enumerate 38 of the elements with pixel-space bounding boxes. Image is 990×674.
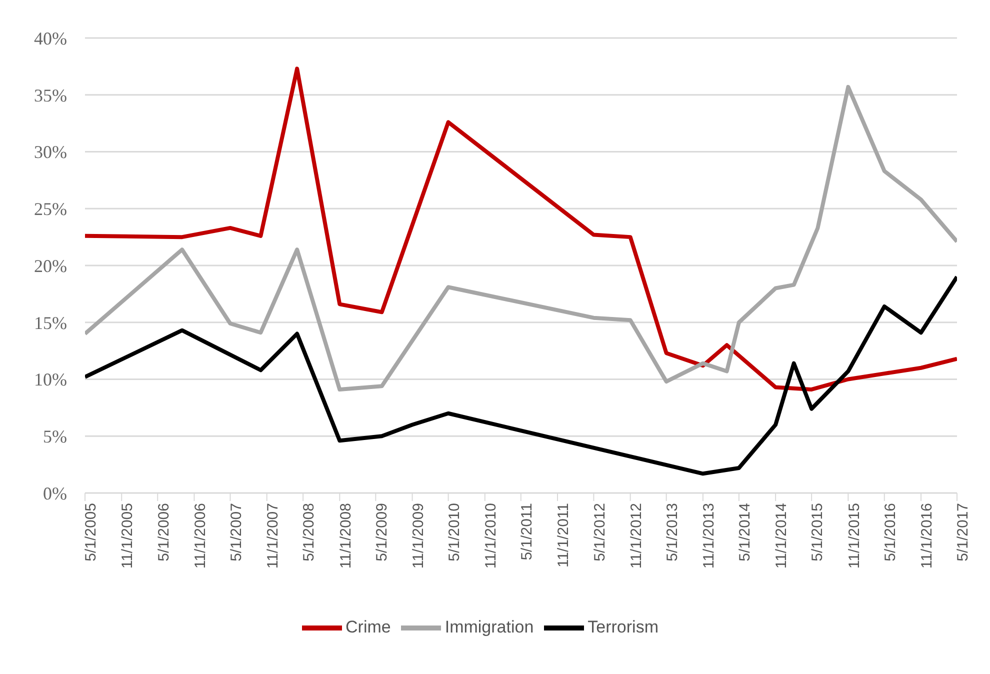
y-tick-label: 25% — [34, 199, 67, 220]
x-tick-label: 11/1/2009 — [410, 503, 427, 569]
y-tick-label: 40% — [34, 28, 67, 48]
y-tick-label: 35% — [34, 85, 67, 106]
x-tick-label: 5/1/2008 — [300, 503, 318, 562]
x-tick-label: 11/1/2014 — [773, 503, 790, 569]
x-tick-label: 11/1/2008 — [337, 503, 354, 569]
x-tick-label: 5/1/2010 — [446, 503, 463, 562]
x-tick-label: 5/1/2014 — [736, 503, 754, 562]
x-tick-label: 5/1/2005 — [82, 503, 100, 562]
y-tick-label: 30% — [34, 142, 67, 162]
x-tick-label: 5/1/2011 — [518, 503, 536, 560]
x-tick-label: 11/1/2015 — [846, 503, 863, 569]
y-tick-label: 15% — [34, 312, 67, 333]
y-tick-label: 0% — [43, 483, 67, 504]
x-tick-label: 11/1/2016 — [918, 503, 936, 569]
y-tick-label: 10% — [34, 370, 67, 390]
legend-label: Crime — [346, 617, 391, 636]
x-tick-label: 5/1/2009 — [373, 503, 390, 562]
legend-label: Terrorism — [588, 617, 658, 636]
legend-label: Immigration — [444, 617, 534, 636]
line-series — [85, 274, 957, 476]
x-tick-label: 5/1/2007 — [228, 503, 245, 562]
x-tick-label: 5/1/2017 — [954, 503, 972, 562]
x-tick-label: 5/1/2013 — [664, 503, 681, 562]
x-tick-label: 11/1/2010 — [482, 503, 500, 569]
x-tick-label: 11/1/2006 — [192, 503, 209, 569]
x-tick-label: 5/1/2006 — [155, 503, 172, 562]
x-tick-label: 11/1/2007 — [264, 503, 282, 569]
x-tick-label: 11/1/2013 — [700, 503, 718, 569]
x-tick-label: 5/1/2015 — [809, 503, 826, 562]
y-tick-label: 5% — [43, 426, 67, 447]
y-tick-label: 20% — [34, 256, 67, 276]
x-tick-label: 5/1/2012 — [591, 503, 608, 562]
x-tick-label: 11/1/2012 — [628, 503, 645, 569]
x-tick-label: 11/1/2005 — [119, 503, 136, 569]
x-tick-label: 11/1/2011 — [555, 503, 572, 568]
x-tick-label: 5/1/2016 — [882, 503, 900, 562]
